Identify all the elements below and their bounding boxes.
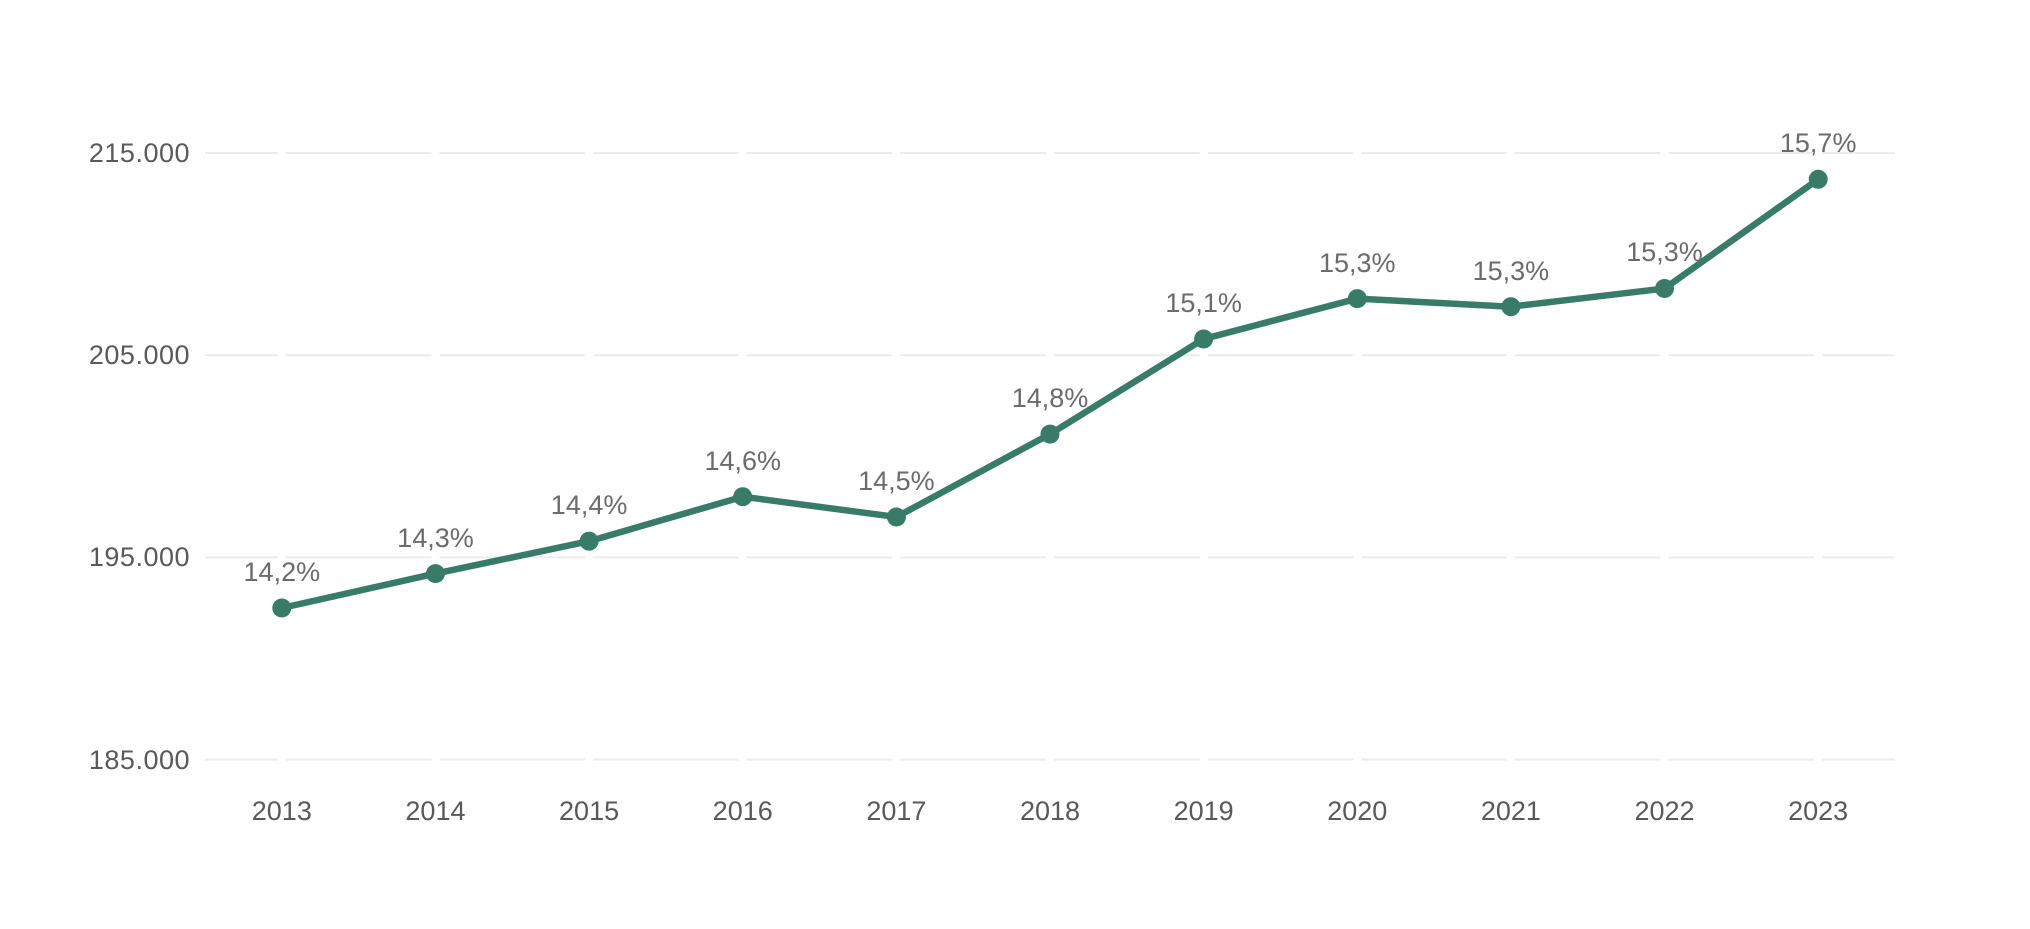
data-point-2015 [579,531,599,551]
y-tick-label-195.000: 195.000 [88,542,190,573]
point-label-2023: 15,7% [1779,128,1857,159]
gridlines [205,152,1895,761]
data-point-2013 [272,598,292,618]
data-point-2021 [1501,297,1521,317]
point-label-2016: 14,6% [704,445,781,476]
x-tick-label-2020: 2020 [1327,796,1388,826]
point-label-2021: 15,3% [1472,255,1550,286]
y-tick-label-185.000: 185.000 [88,744,190,775]
point-label-2020: 15,3% [1318,247,1396,278]
point-label-2018: 14,8% [1011,383,1089,414]
x-tick-label-2019: 2019 [1173,796,1234,826]
data-point-2017 [886,507,906,527]
x-tick-label-2015: 2015 [559,796,620,826]
y-tick-label-205.000: 205.000 [88,340,190,371]
data-point-2022 [1655,279,1674,298]
point-label-2014: 14,3% [397,522,474,553]
data-point-2020 [1347,289,1367,309]
point-label-2022: 15,3% [1626,237,1703,268]
x-tick-label-2017: 2017 [866,796,927,826]
point-label-2013: 14,2% [243,556,321,587]
data-points [272,169,1828,618]
data-point-2014 [426,564,445,584]
x-tick-label-2014: 2014 [405,796,466,826]
x-tick-label-2013: 2013 [251,796,312,826]
data-point-2019 [1194,329,1214,349]
x-tick-label-2021: 2021 [1480,796,1541,826]
x-tick-label-2022: 2022 [1634,796,1695,826]
x-tick-label-2018: 2018 [1019,796,1081,826]
y-tick-label-215.000: 215.000 [88,138,190,168]
x-tick-label-2023: 2023 [1788,796,1849,826]
point-label-2017: 14,5% [858,465,935,496]
point-label-2019: 15,1% [1165,288,1242,319]
x-tick-label-2016: 2016 [712,796,773,826]
point-label-2015: 14,4% [550,490,628,521]
data-point-2018 [1040,424,1060,444]
data-point-2016 [733,487,753,507]
data-point-2023 [1808,169,1828,189]
